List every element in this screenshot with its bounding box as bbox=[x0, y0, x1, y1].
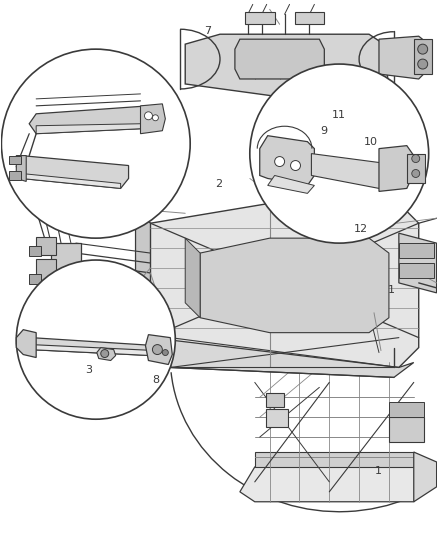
Polygon shape bbox=[185, 238, 200, 318]
Polygon shape bbox=[145, 335, 172, 365]
Polygon shape bbox=[399, 233, 437, 293]
Polygon shape bbox=[23, 337, 155, 356]
Text: 1: 1 bbox=[388, 285, 394, 295]
Text: 11: 11 bbox=[332, 110, 346, 120]
Polygon shape bbox=[16, 330, 36, 358]
Text: 9: 9 bbox=[320, 126, 327, 136]
Polygon shape bbox=[268, 175, 314, 193]
Circle shape bbox=[101, 350, 109, 358]
Circle shape bbox=[152, 115, 159, 121]
Text: 2: 2 bbox=[215, 179, 223, 189]
Polygon shape bbox=[240, 467, 429, 502]
Circle shape bbox=[250, 64, 429, 243]
Text: 7: 7 bbox=[205, 26, 212, 36]
Polygon shape bbox=[21, 173, 120, 188]
Circle shape bbox=[418, 59, 427, 69]
Text: 3: 3 bbox=[85, 365, 92, 375]
Bar bbox=[245, 12, 275, 25]
Polygon shape bbox=[29, 106, 148, 134]
Polygon shape bbox=[260, 136, 314, 185]
Bar bbox=[294, 12, 324, 25]
Circle shape bbox=[412, 169, 420, 177]
Circle shape bbox=[418, 44, 427, 54]
Polygon shape bbox=[51, 243, 81, 278]
Bar bbox=[29, 246, 41, 256]
Polygon shape bbox=[97, 348, 116, 360]
Polygon shape bbox=[379, 146, 414, 191]
Bar bbox=[29, 274, 41, 284]
Text: 1: 1 bbox=[374, 466, 381, 475]
Bar bbox=[389, 402, 424, 417]
Text: 12: 12 bbox=[353, 224, 367, 235]
Polygon shape bbox=[29, 345, 155, 356]
Circle shape bbox=[1, 49, 190, 238]
Bar bbox=[266, 409, 288, 427]
Bar bbox=[399, 243, 434, 258]
Bar bbox=[9, 156, 21, 164]
Circle shape bbox=[290, 160, 300, 171]
Bar bbox=[399, 263, 434, 278]
Polygon shape bbox=[185, 34, 389, 99]
Polygon shape bbox=[255, 452, 414, 467]
Circle shape bbox=[412, 155, 420, 163]
Polygon shape bbox=[16, 156, 129, 188]
Bar bbox=[266, 393, 283, 407]
Bar bbox=[389, 417, 424, 442]
Text: 10: 10 bbox=[364, 137, 378, 147]
Circle shape bbox=[275, 157, 285, 166]
Bar bbox=[9, 171, 21, 181]
Circle shape bbox=[145, 112, 152, 120]
Polygon shape bbox=[141, 104, 165, 134]
Bar bbox=[414, 39, 431, 74]
Bar bbox=[36, 259, 56, 281]
Polygon shape bbox=[414, 452, 437, 502]
Polygon shape bbox=[16, 156, 26, 181]
Polygon shape bbox=[200, 238, 389, 333]
Text: 8: 8 bbox=[152, 375, 159, 385]
Circle shape bbox=[152, 345, 162, 354]
Polygon shape bbox=[36, 124, 141, 134]
Circle shape bbox=[16, 260, 175, 419]
Polygon shape bbox=[311, 154, 387, 188]
Polygon shape bbox=[150, 337, 414, 377]
Polygon shape bbox=[235, 39, 324, 79]
Polygon shape bbox=[150, 203, 419, 367]
Bar bbox=[36, 237, 56, 255]
Polygon shape bbox=[379, 36, 429, 79]
Bar bbox=[407, 154, 425, 183]
Circle shape bbox=[162, 350, 168, 356]
Polygon shape bbox=[135, 208, 150, 337]
